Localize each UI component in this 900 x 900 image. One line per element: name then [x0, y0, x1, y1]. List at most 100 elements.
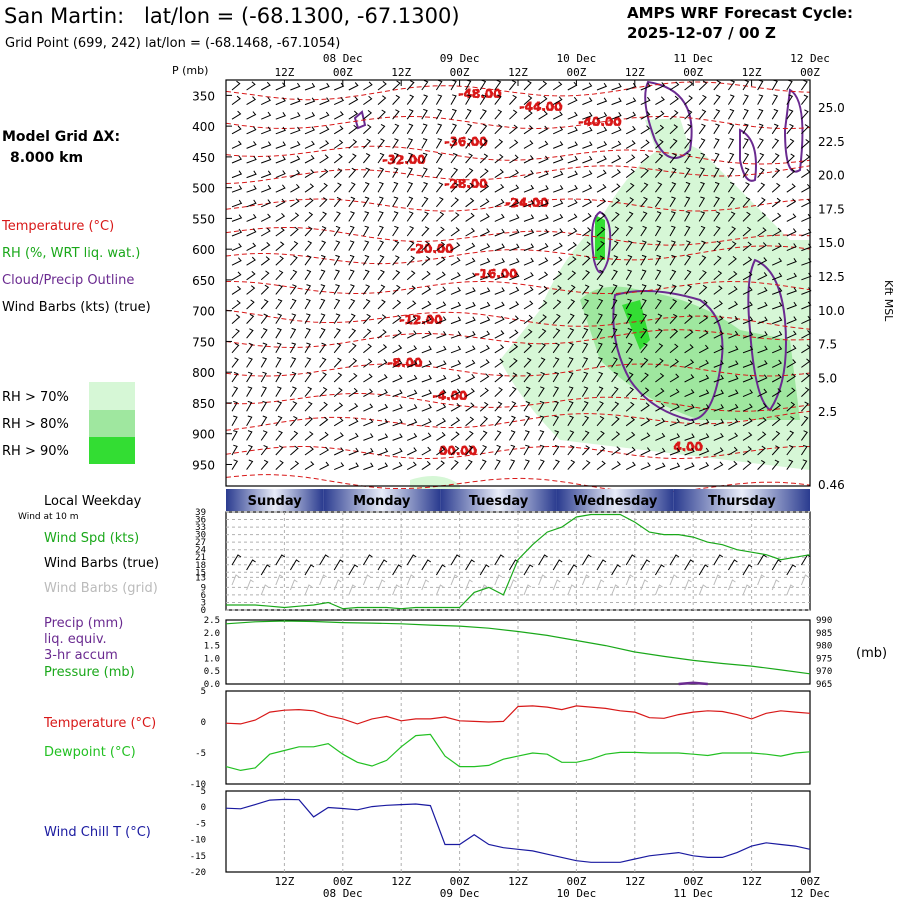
xs-wind-barb: [523, 110, 533, 120]
xs-wind-barb: [377, 374, 388, 383]
xs-wind-barb: [260, 342, 268, 354]
hour-tick-top: 12Z: [742, 66, 762, 79]
xs-wind-barb: [654, 298, 662, 310]
xs-wind-barb: [669, 95, 679, 106]
isotherm-label: -32.00: [383, 153, 426, 167]
xs-wind-barb: [435, 152, 443, 164]
xs-wind-barb: [538, 314, 547, 324]
xs-wind-barb: [333, 417, 344, 427]
xs-wind-barb: [728, 241, 737, 251]
xs-wind-barb: [655, 358, 664, 368]
xs-wind-barb: [290, 183, 300, 193]
xs-wind-barb: [465, 227, 475, 237]
xs-wind-barb: [494, 358, 504, 368]
xs-wind-barb: [377, 299, 386, 310]
xs-wind-barb: [786, 359, 797, 368]
xs-wind-barb: [260, 430, 268, 441]
precip-label: Precip (mm): [44, 616, 123, 631]
xs-wind-barb: [684, 299, 693, 310]
xs-wind-barb: [655, 387, 665, 398]
xs-wind-barb: [290, 460, 300, 470]
xs-wind-barb: [231, 400, 238, 412]
wind-ytick: 36: [195, 516, 206, 526]
xs-wind-barb: [450, 212, 460, 222]
wind-ytick: 0: [201, 606, 206, 616]
xs-wind-barb: [362, 284, 371, 295]
windchill-ytick: 0: [201, 803, 206, 813]
xs-wind-barb: [786, 344, 797, 354]
xs-wind-barb: [260, 96, 271, 106]
xs-wind-barb: [713, 360, 724, 368]
isotherm: [225, 145, 811, 165]
xs-wind-barb: [231, 415, 238, 427]
xs-wind-barb: [290, 445, 299, 456]
xs-wind-barb: [377, 211, 384, 222]
xs-wind-barb: [304, 357, 312, 368]
xs-wind-barb: [480, 301, 491, 310]
xs-wind-barb: [421, 94, 429, 105]
xs-wind-barb: [567, 342, 574, 354]
wind-barb-true: [435, 564, 446, 576]
xs-wind-barb: [421, 211, 429, 222]
xs-wind-barb: [727, 94, 735, 105]
xs-wind-barb: [742, 374, 754, 383]
wind-barb-grid: [654, 584, 663, 596]
xs-wind-barb: [348, 124, 358, 135]
xs-wind-barb: [728, 315, 739, 325]
xs-wind-barb: [304, 461, 315, 471]
xs-wind-barb: [684, 462, 695, 471]
xs-wind-barb: [465, 359, 476, 368]
xs-wind-barb: [304, 298, 311, 310]
xs-wind-barb: [684, 433, 695, 441]
wind-barb-grid: [450, 574, 459, 586]
xs-wind-barb: [377, 181, 384, 193]
xs-wind-barb: [611, 126, 622, 135]
xs-wind-barb: [727, 138, 735, 149]
xs-wind-barb: [523, 272, 534, 281]
xs-wind-barb: [363, 313, 372, 324]
grid-point: Grid Point (699, 242) lat/lon = (-68.146…: [5, 36, 340, 51]
xs-wind-barb: [553, 141, 564, 149]
xs-wind-barb: [392, 314, 402, 325]
wind-speed-line: [226, 513, 811, 610]
xs-wind-barb: [436, 301, 447, 310]
xs-wind-barb: [275, 327, 282, 339]
xs-wind-barb: [363, 343, 372, 354]
xs-wind-barb: [553, 185, 564, 193]
xs-wind-barb: [333, 125, 344, 135]
xs-wind-barb: [786, 228, 797, 237]
kft-tick: 0.46: [818, 478, 845, 492]
legend-rh: RH (%, WRT liq. wat.): [2, 246, 140, 261]
xs-wind-barb: [421, 123, 428, 135]
hour-tick-bottom: 00Z: [566, 875, 586, 888]
kft-tick: 7.5: [818, 338, 837, 352]
xs-wind-barb: [669, 225, 676, 237]
xs-wind-barb: [728, 360, 739, 368]
xs-wind-barb: [713, 461, 724, 471]
xs-wind-barb: [348, 373, 358, 383]
xs-wind-barb: [626, 82, 637, 91]
xs-wind-barb: [377, 433, 389, 441]
xs-wind-barb: [392, 167, 399, 178]
xs-wind-barb: [654, 211, 662, 222]
xs-wind-barb: [669, 110, 679, 120]
xs-wind-barb: [246, 459, 254, 470]
xs-wind-barb: [436, 331, 447, 339]
xs-wind-barb: [436, 374, 447, 383]
xs-wind-barb: [333, 168, 343, 178]
xs-wind-barb: [757, 287, 768, 295]
xs-wind-barb: [567, 227, 578, 237]
p-tick: 500: [192, 182, 215, 196]
xs-wind-barb: [435, 167, 443, 178]
xs-wind-barb: [494, 198, 505, 208]
xs-wind-barb: [290, 240, 299, 251]
xs-wind-barb: [698, 181, 705, 193]
xs-wind-barb: [348, 225, 355, 237]
isotherm: [225, 165, 811, 184]
xs-wind-barb: [771, 79, 778, 91]
xs-wind-barb: [552, 81, 563, 91]
wind-barb-true: [319, 554, 329, 566]
xs-wind-barb: [392, 329, 402, 339]
xs-wind-barb: [304, 327, 311, 339]
xs-wind-barb: [581, 327, 589, 339]
